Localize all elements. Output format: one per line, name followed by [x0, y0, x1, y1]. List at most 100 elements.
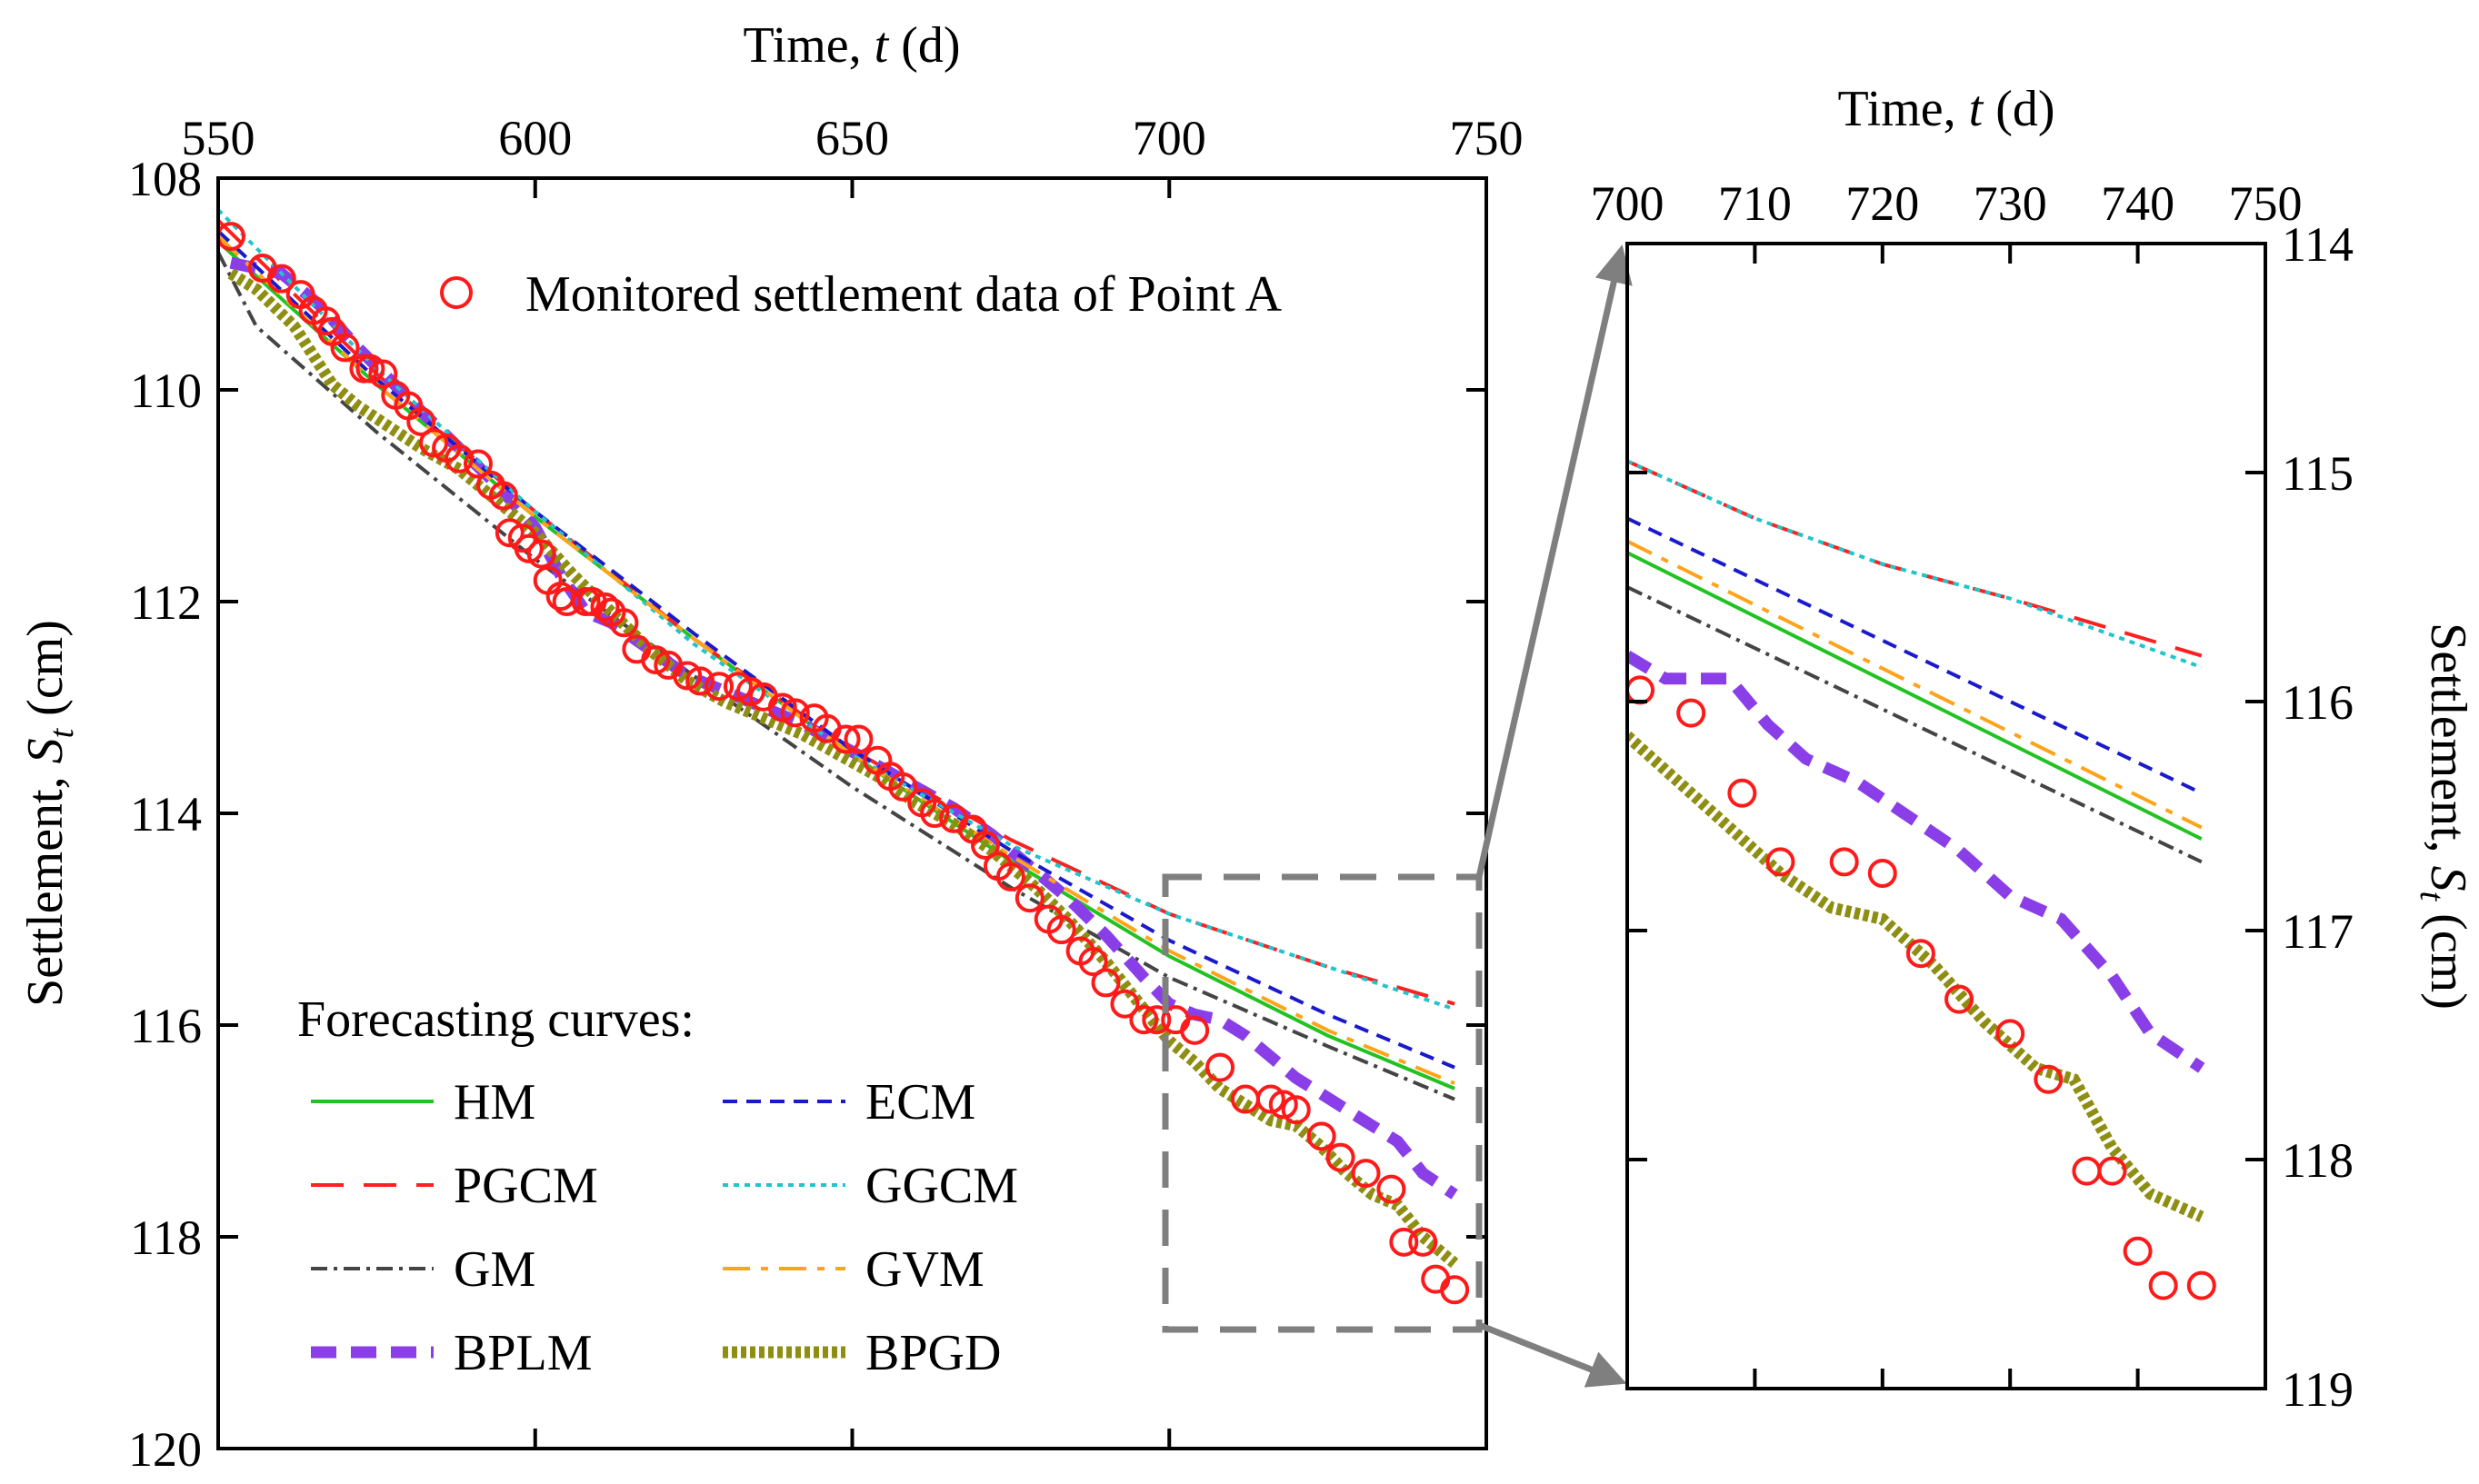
zoom-y-tick-label-117: 117: [2282, 904, 2354, 959]
legend-label-pgcm: PGCM: [454, 1158, 598, 1214]
main-observed-point: [685, 666, 715, 696]
main-observed-point: [1015, 883, 1045, 913]
zoom-series-bplm: [1627, 651, 2205, 1073]
main-observed-point: [888, 772, 918, 802]
zoom-observed-point: [1765, 847, 1795, 877]
zoom-observed-point: [1995, 1019, 2025, 1049]
main-plot-frame: [216, 176, 1488, 1450]
zoom-series-gvm: [1627, 539, 2203, 830]
main-series-gm: [218, 251, 1455, 1101]
zoom-plot-frame: [1625, 242, 2267, 1390]
main-observed-point: [780, 698, 810, 728]
main-observed-point: [1325, 1142, 1355, 1172]
main-y-tick-label-112: 112: [130, 575, 202, 630]
main-series-bpgd: [227, 268, 1459, 1269]
main-y-tick-label-116: 116: [130, 999, 202, 1053]
main-observed-point: [1142, 1005, 1172, 1035]
zoom-observed-point: [2148, 1270, 2178, 1300]
main-observed-point: [1205, 1052, 1235, 1082]
main-x-tick-label-750: 750: [1450, 111, 1524, 165]
zoom-series-ggcm: [1627, 459, 2203, 670]
zoom-observed-point: [2186, 1270, 2216, 1300]
main-observed-point: [218, 222, 245, 252]
zoom-observed-point: [1627, 675, 1655, 705]
zoom-y-tick-label-118: 118: [2282, 1133, 2354, 1188]
main-x-axis-label: Time, t (d): [743, 17, 960, 74]
main-observed-point: [673, 661, 703, 691]
main-x-tick-label-700: 700: [1133, 111, 1206, 165]
zoom-y-tick-label-115: 115: [2282, 446, 2354, 501]
main-observed-point: [1306, 1121, 1336, 1151]
main-observed-point: [995, 862, 1025, 891]
legend-label-gvm: GVM: [865, 1241, 985, 1298]
zoom-observed-point: [2123, 1236, 2153, 1266]
main-observed-point: [609, 608, 639, 638]
main-observed-point: [1376, 1174, 1406, 1204]
main-observed-point: [590, 592, 620, 622]
zoom-observed-point: [1829, 847, 1859, 877]
main-observed-point: [419, 428, 449, 458]
zoom-x-tick-label-750: 750: [2229, 176, 2303, 231]
main-observed-point: [1255, 1084, 1285, 1114]
zoom-observed-point: [1905, 939, 1935, 969]
zoom-region-box: [1162, 873, 1483, 1333]
main-observed-point: [330, 333, 360, 363]
zoom-x-tick-label-700: 700: [1591, 176, 1664, 231]
main-observed-point: [368, 359, 398, 389]
main-x-tick-label-550: 550: [182, 111, 255, 165]
main-y-tick-label-120: 120: [128, 1422, 202, 1477]
zoom-observed-point: [1867, 859, 1897, 888]
main-observed-point: [445, 443, 475, 473]
main-observed-point: [1180, 1015, 1210, 1045]
zoom-y-tick-label-114: 114: [2282, 217, 2354, 272]
main-observed-point: [1129, 1005, 1159, 1035]
zoom-y-axis-label: Settlement, St (cm): [2413, 622, 2476, 1010]
main-y-axis-label: Settlement, St (cm): [17, 620, 81, 1007]
main-y-tick-label-118: 118: [130, 1210, 202, 1265]
main-observed-point: [641, 645, 671, 675]
zoom-observed-point: [2072, 1156, 2102, 1186]
main-observed-point: [1351, 1159, 1381, 1189]
main-observed-point: [1046, 915, 1076, 945]
legend-label-gm: GM: [454, 1241, 535, 1298]
zoom-y-tick-label-116: 116: [2282, 675, 2354, 730]
main-observed-point: [1110, 989, 1140, 1019]
main-observed-point: [767, 692, 797, 722]
zoom-series-hm: [1627, 551, 2203, 841]
main-observed-point: [1440, 1275, 1470, 1305]
zoom-observed-point: [1676, 698, 1706, 728]
zoom-observed-point: [2097, 1156, 2127, 1186]
main-observed-point: [1389, 1227, 1419, 1257]
main-observed-point: [1421, 1264, 1451, 1294]
main-observed-point: [1078, 947, 1108, 977]
main-observed-point: [735, 677, 765, 707]
zoom-x-tick-label-740: 740: [2101, 176, 2174, 231]
main-observed-point: [1408, 1227, 1438, 1257]
main-observed-point: [463, 449, 493, 479]
main-observed-point: [355, 354, 385, 383]
zoom-connector-bottom: [1477, 1321, 1627, 1388]
zoom-series-gm: [1627, 585, 2203, 864]
main-series-gvm: [218, 234, 1455, 1085]
main-observed-point: [495, 518, 525, 548]
main-x-tick-label-650: 650: [815, 111, 889, 165]
zoom-series-ecm: [1627, 516, 2203, 795]
legend: Monitored settlement data of Point A For…: [297, 266, 1283, 1381]
zoom-observed-point: [1944, 984, 1974, 1014]
legend-label-bpgd: BPGD: [865, 1325, 1001, 1381]
zoom-x-tick-label-720: 720: [1845, 176, 1919, 231]
legend-label-bplm: BPLM: [454, 1325, 593, 1381]
main-observed-point: [1281, 1095, 1311, 1125]
legend-forecast-title: Forecasting curves:: [297, 991, 695, 1048]
main-plot: 550 600 650 700 750 108 110 112 114 116 118 120 Tim…: [17, 17, 1524, 1477]
main-observed-point: [514, 533, 544, 563]
main-observed-point: [920, 799, 950, 828]
zoom-x-tick-label-710: 710: [1718, 176, 1792, 231]
zoom-connector-top: [1475, 244, 1633, 878]
main-series-ggcm: [218, 208, 1455, 1011]
zoom-series-bpgd: [1627, 731, 2204, 1222]
zoom-observed-point: [1727, 778, 1757, 808]
main-y-tick-label-108: 108: [128, 152, 202, 206]
